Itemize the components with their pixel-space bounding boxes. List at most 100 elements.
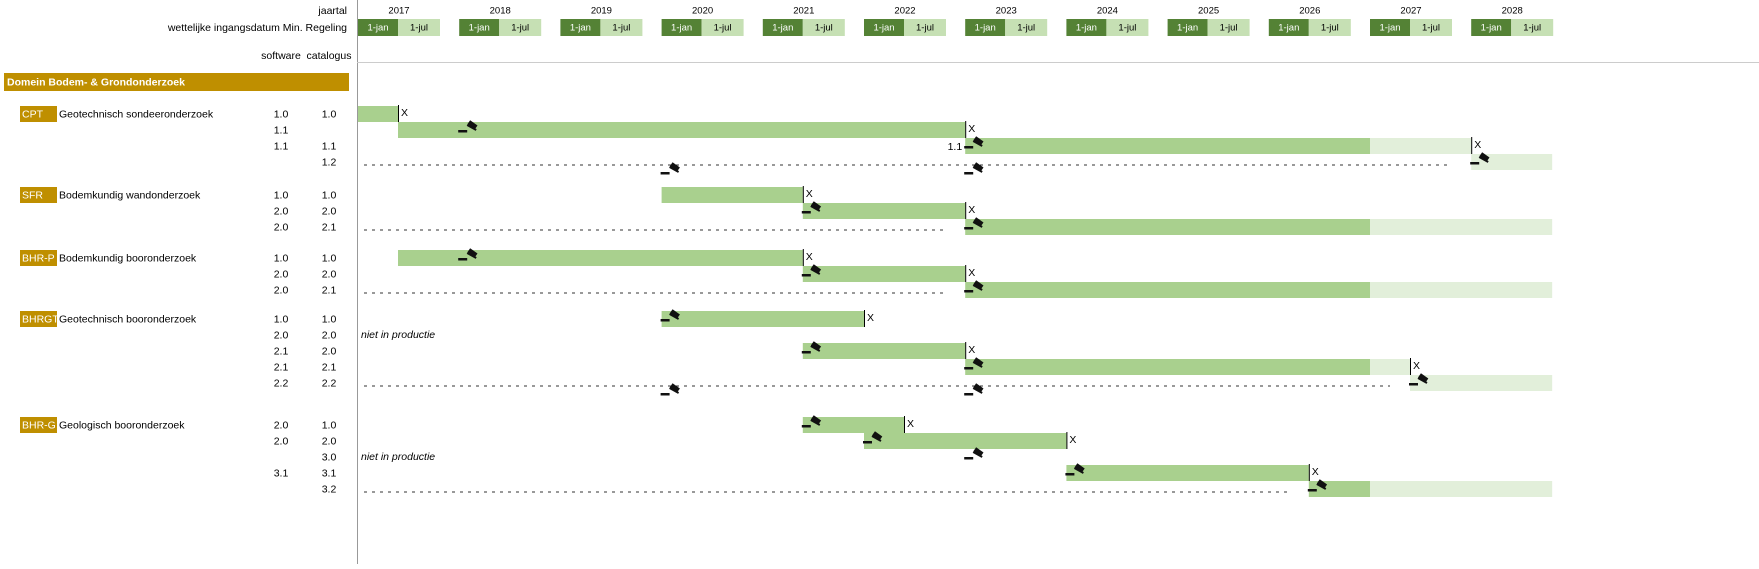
software-version: 3.1	[274, 467, 289, 479]
catalogus-version: 2.0	[322, 205, 337, 217]
jan-label: 1-jan	[671, 23, 692, 34]
note: niet in productie	[361, 451, 435, 463]
catalogus-version: 1.0	[322, 313, 337, 325]
software-version: 2.1	[274, 345, 289, 357]
period-bar	[1370, 359, 1410, 375]
gavel-handle	[669, 166, 680, 173]
software-version: 2.0	[274, 419, 289, 431]
gavel-base	[863, 441, 872, 444]
jul-label: 1-jul	[1422, 23, 1440, 34]
group-code: CPT	[22, 108, 44, 120]
group-name: Geotechnisch sondeeronderzoek	[59, 108, 214, 120]
group-code: BHR-P	[22, 252, 55, 264]
software-version: 2.0	[274, 435, 289, 447]
gavel-base	[801, 351, 811, 354]
gavel-base	[801, 211, 811, 214]
jan-cell	[965, 19, 1006, 36]
software-version: 1.1	[274, 124, 289, 136]
jan-label: 1-jan	[1177, 23, 1198, 34]
end-mark: X	[867, 312, 874, 324]
gavel-head	[669, 383, 680, 393]
year: 2027	[1400, 6, 1421, 17]
gavel-icon	[801, 201, 822, 214]
gavel-icon	[964, 357, 984, 370]
gavel-handle	[1478, 156, 1489, 163]
gavel-head	[973, 162, 984, 172]
end-mark: X	[1069, 434, 1076, 446]
catalogus-version: 1.1	[322, 140, 337, 152]
jul-label: 1-jul	[511, 23, 529, 34]
group-name: Geotechnisch booronderzoek	[59, 313, 197, 325]
jul-label: 1-jul	[916, 23, 934, 34]
catalogus-version: 1.0	[322, 419, 337, 431]
period-bar	[965, 219, 1370, 235]
catalogus-version: 2.2	[322, 377, 337, 389]
gavel-handle	[810, 345, 821, 352]
gavel-handle	[972, 361, 983, 368]
software-version: 2.1	[274, 361, 289, 373]
code-box	[20, 417, 57, 433]
catalogus-version: 1.0	[322, 108, 337, 120]
end-mark: X	[1312, 466, 1319, 478]
gavel-head	[810, 341, 822, 351]
period-bar	[1370, 219, 1553, 235]
jan-label: 1-jan	[469, 23, 490, 34]
jul-cell	[600, 19, 643, 36]
period-bar	[965, 282, 1370, 298]
gavel-handle	[972, 221, 983, 228]
gavel-icon	[660, 309, 680, 322]
code-box	[20, 250, 57, 266]
period-bar	[802, 203, 966, 219]
gavel-head	[669, 309, 680, 319]
period-bar	[802, 266, 966, 282]
gavel-icon	[458, 120, 478, 133]
end-mark: X	[401, 107, 408, 119]
software-version: 1.0	[274, 108, 289, 120]
software-version: 2.0	[274, 329, 289, 341]
catalogus-version: 3.0	[322, 451, 337, 463]
jul-cell	[1410, 19, 1452, 36]
catalogus-version: 2.1	[322, 221, 337, 233]
period-bar	[661, 187, 803, 203]
end-mark: X	[907, 418, 914, 430]
gavel-icon	[801, 341, 822, 354]
jul-label: 1-jul	[1017, 23, 1035, 34]
gavel-head	[810, 415, 822, 425]
jan-cell	[1268, 19, 1309, 36]
gavel-head	[973, 357, 984, 367]
domain-header	[4, 73, 349, 91]
group-code: BHR-G	[22, 419, 56, 431]
gavel-handle	[1316, 483, 1327, 490]
note: niet in productie	[361, 329, 435, 341]
gavel-icon	[1065, 463, 1085, 476]
year: 2020	[692, 6, 713, 17]
gavel-handle	[972, 166, 983, 173]
gavel-base	[458, 258, 468, 261]
period-bar	[1370, 481, 1553, 497]
period-bar	[802, 343, 966, 359]
software-version: 1.0	[274, 189, 289, 201]
gavel-icon	[964, 217, 984, 230]
catalogus-version: 2.0	[322, 345, 337, 357]
jul-cell	[1308, 19, 1351, 36]
jan-label: 1-jan	[873, 23, 894, 34]
jan-cell	[459, 19, 500, 36]
gavel-handle	[972, 387, 983, 394]
gavel-base	[964, 227, 974, 230]
software-version: 2.0	[274, 221, 289, 233]
period-bar	[358, 106, 398, 122]
gavel-head	[872, 431, 883, 441]
jan-cell	[1066, 19, 1107, 36]
gavel-head	[973, 217, 984, 227]
catalogus-version: 2.0	[322, 268, 337, 280]
gavel-handle	[972, 284, 983, 291]
gavel-head	[810, 264, 822, 274]
gavel-base	[660, 172, 670, 175]
gavel-icon	[1307, 479, 1328, 492]
software-version: 1.1	[274, 140, 289, 152]
code-box	[20, 106, 57, 122]
jan-cell	[1370, 19, 1410, 36]
jan-cell	[560, 19, 601, 36]
jul-label: 1-jul	[714, 23, 732, 34]
